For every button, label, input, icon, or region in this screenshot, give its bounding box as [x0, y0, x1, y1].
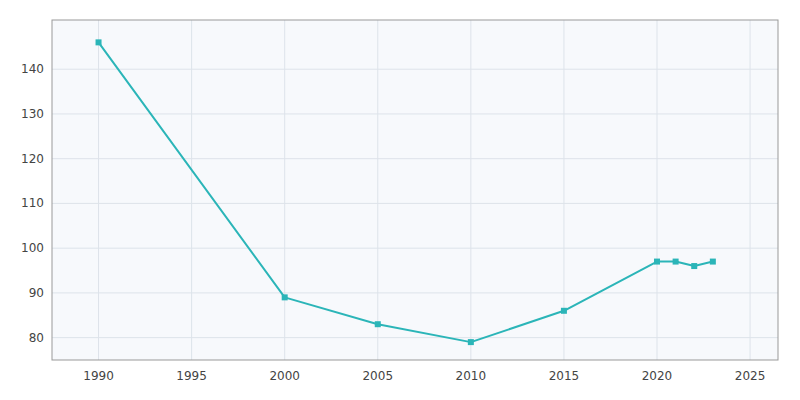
- grid-line-y: [52, 69, 778, 70]
- marker: [282, 294, 288, 300]
- y-tick-label: 80: [29, 331, 44, 345]
- marker: [710, 259, 716, 265]
- y-tick-label: 120: [21, 152, 44, 166]
- x-tick-label: 2015: [549, 369, 580, 383]
- x-tick-label: 2020: [642, 369, 673, 383]
- grid-line-y: [52, 248, 778, 249]
- grid-line-y: [52, 158, 778, 159]
- grid-line-x: [191, 20, 192, 360]
- marker: [654, 259, 660, 265]
- grid-line-x: [750, 20, 751, 360]
- marker: [673, 259, 679, 265]
- chart: 1990 1995 2000 2005 2010 2015 2020 2025 80 90 100 1…: [0, 0, 800, 400]
- y-tick-label: 90: [29, 286, 44, 300]
- grid-line-y: [52, 292, 778, 293]
- line: [99, 42, 713, 342]
- grid-line-x: [98, 20, 99, 360]
- x-tick-label: 1990: [83, 369, 114, 383]
- grid-line-x: [284, 20, 285, 360]
- grid-line-x: [377, 20, 378, 360]
- marker: [375, 321, 381, 327]
- marker: [96, 39, 102, 45]
- x-tick-label: 2005: [362, 369, 393, 383]
- grid-line-y: [52, 113, 778, 114]
- grid-line-x: [657, 20, 658, 360]
- grid: [52, 20, 778, 360]
- series: [96, 39, 716, 345]
- x-tick-label: 1995: [176, 369, 207, 383]
- marker: [468, 339, 474, 345]
- grid-line-y: [52, 337, 778, 338]
- y-tick-label: 130: [21, 107, 44, 121]
- y-tick-label: 140: [21, 62, 44, 76]
- grid-line-x: [470, 20, 471, 360]
- plot-frame: [52, 20, 778, 360]
- y-tick-label: 100: [21, 241, 44, 255]
- x-tick-label: 2010: [456, 369, 487, 383]
- marker: [561, 308, 567, 314]
- grid-line-y: [52, 203, 778, 204]
- y-tick-label: 110: [21, 196, 44, 210]
- marker: [691, 263, 697, 269]
- plot-area: [52, 20, 778, 360]
- x-tick-label: 2000: [269, 369, 300, 383]
- x-tick-label: 2025: [735, 369, 766, 383]
